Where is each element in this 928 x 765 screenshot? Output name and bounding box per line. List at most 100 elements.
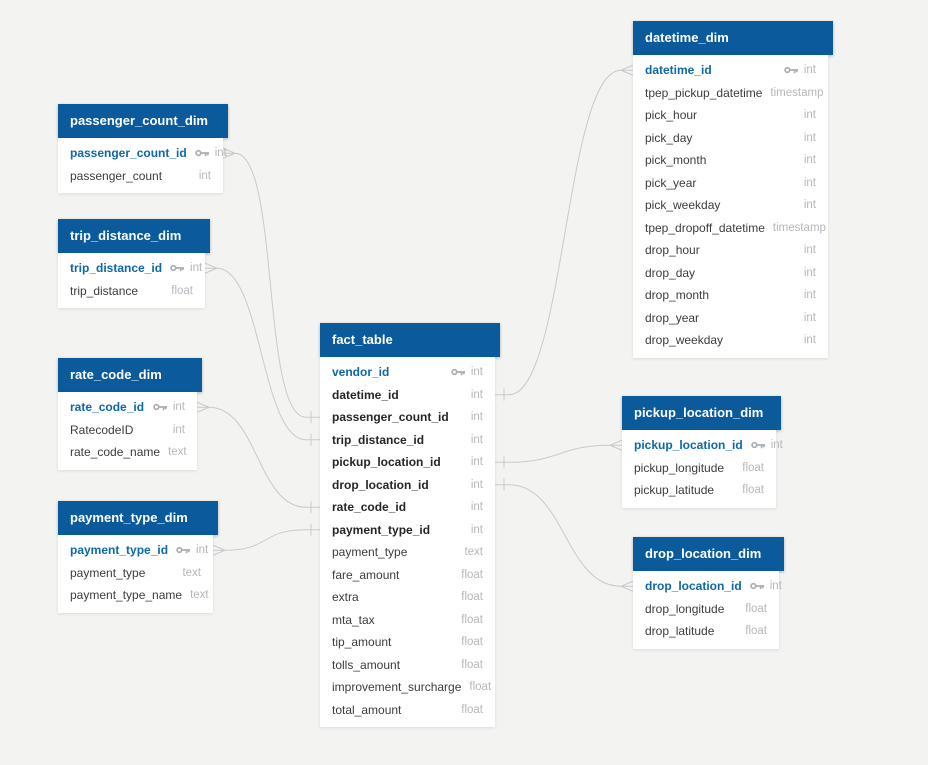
- field-type: int: [803, 244, 816, 257]
- field-row-drop_location_id: drop_location_id int: [320, 474, 495, 497]
- field-row-pickup_location_id: pickup_location_id int: [320, 451, 495, 474]
- field-type: int: [470, 478, 483, 491]
- field-type: int: [769, 580, 782, 593]
- table-drop_location_dim[interactable]: drop_location_dim drop_location_id int drop…: [633, 537, 784, 649]
- field-type: int: [803, 334, 816, 347]
- table-title[interactable]: rate_code_dim: [58, 358, 202, 392]
- table-fact_table[interactable]: fact_table vendor_id int datetime_id int pass…: [320, 323, 500, 727]
- field-name: rate_code_id: [70, 400, 145, 415]
- field-name: pick_month: [645, 153, 707, 168]
- primary-key-icon: [749, 581, 765, 591]
- table-title[interactable]: trip_distance_dim: [58, 219, 210, 253]
- field-name: datetime_id: [332, 387, 399, 402]
- field-row-drop_year: drop_year int: [633, 307, 828, 330]
- relationship-line-fact-pickup-location: [508, 444, 611, 463]
- relationship-line-fact-payment-type: [224, 529, 307, 551]
- field-name: drop_hour: [645, 243, 700, 258]
- field-name: vendor_id: [332, 365, 390, 380]
- field-name: tpep_pickup_datetime: [645, 85, 763, 100]
- field-name: pickup_location_id: [332, 455, 441, 470]
- field-row-trip_distance_id: trip_distance_id int: [320, 429, 495, 452]
- table-title[interactable]: passenger_count_dim: [58, 104, 228, 138]
- field-name: drop_month: [645, 288, 710, 303]
- field-name: drop_location_id: [332, 477, 429, 492]
- table-pickup_location_dim[interactable]: pickup_location_dim pickup_location_id int…: [622, 396, 783, 508]
- field-type: int: [470, 433, 483, 446]
- field-name: passenger_count_id: [70, 146, 187, 161]
- field-name: drop_longitude: [645, 601, 725, 616]
- primary-key-icon: [194, 148, 210, 158]
- primary-key-icon: [451, 367, 466, 377]
- field-name: payment_type_name: [70, 588, 183, 603]
- field-row-trip_distance: trip_distance float: [58, 280, 205, 303]
- field-type: text: [182, 566, 201, 579]
- field-type: int: [803, 289, 816, 302]
- field-name: pick_year: [645, 175, 697, 190]
- relationship-many-marker-fact-drop-location: [620, 580, 634, 592]
- field-name: datetime_id: [645, 63, 712, 78]
- field-name: trip_distance: [70, 283, 139, 298]
- table-title[interactable]: pickup_location_dim: [622, 396, 781, 430]
- field-row-drop_location_id: drop_location_id int: [633, 575, 782, 598]
- field-type: int: [803, 176, 816, 189]
- field-row-tpep_dropoff_datetime: tpep_dropoff_datetime timestamp: [633, 217, 828, 240]
- field-type: text: [464, 546, 483, 559]
- field-type: int: [470, 388, 483, 401]
- table-title[interactable]: fact_table: [320, 323, 500, 357]
- field-row-drop_latitude: drop_latitude float: [633, 620, 779, 643]
- field-name: payment_type_id: [70, 543, 169, 558]
- field-row-passenger_count_id: passenger_count_id int: [58, 142, 227, 165]
- field-row-drop_month: drop_month int: [633, 284, 828, 307]
- table-trip_distance_dim[interactable]: trip_distance_dim trip_distance_id int trip…: [58, 219, 210, 308]
- table-rate_code_dim[interactable]: rate_code_dim rate_code_id int RatecodeID in…: [58, 358, 202, 470]
- field-type: int: [470, 501, 483, 514]
- field-row-fare_amount: fare_amount float: [320, 564, 495, 587]
- table-body: datetime_id int tpep_pickup_datetime timest…: [633, 55, 828, 358]
- table-title[interactable]: payment_type_dim: [58, 501, 218, 535]
- field-name: extra: [332, 590, 359, 605]
- field-row-extra: extra float: [320, 586, 495, 609]
- field-row-improvement_surcharge: improvement_surcharge float: [320, 676, 495, 699]
- field-name: tip_amount: [332, 635, 392, 650]
- field-name: improvement_surcharge: [332, 680, 462, 695]
- field-name: rate_code_id: [332, 500, 407, 515]
- field-type: int: [172, 423, 185, 436]
- field-row-drop_weekday: drop_weekday int: [633, 329, 828, 352]
- primary-key-icon: [176, 545, 191, 555]
- table-payment_type_dim[interactable]: payment_type_dim payment_type_id int paymen…: [58, 501, 218, 613]
- field-row-tpep_pickup_datetime: tpep_pickup_datetime timestamp: [633, 82, 828, 105]
- field-row-vendor_id: vendor_id int: [320, 361, 495, 384]
- field-row-drop_longitude: drop_longitude float: [633, 598, 779, 621]
- field-name: mta_tax: [332, 612, 375, 627]
- field-type: int: [770, 439, 783, 452]
- field-name: pickup_location_id: [634, 438, 743, 453]
- field-row-datetime_id: datetime_id int: [320, 384, 495, 407]
- field-type: int: [196, 544, 209, 557]
- field-type: timestamp: [772, 221, 826, 234]
- field-name: RatecodeID: [70, 422, 134, 437]
- field-type: float: [745, 602, 767, 615]
- field-row-tolls_amount: tolls_amount float: [320, 654, 495, 677]
- table-passenger_count_dim[interactable]: passenger_count_dim passenger_count_id int…: [58, 104, 228, 193]
- field-name: payment_type: [70, 565, 146, 580]
- primary-key-icon: [153, 402, 168, 412]
- field-name: passenger_count_id: [332, 410, 449, 425]
- table-title[interactable]: datetime_dim: [633, 21, 833, 55]
- field-name: passenger_count: [70, 168, 163, 183]
- field-row-pickup_latitude: pickup_latitude float: [622, 479, 776, 502]
- table-title[interactable]: drop_location_dim: [633, 537, 784, 571]
- field-row-pickup_location_id: pickup_location_id int: [622, 434, 783, 457]
- field-type: int: [803, 131, 816, 144]
- field-row-payment_type: payment_type text: [58, 562, 213, 585]
- field-type: float: [745, 625, 767, 638]
- field-name: rate_code_name: [70, 445, 161, 460]
- field-name: drop_latitude: [645, 624, 715, 639]
- field-type: int: [803, 199, 816, 212]
- field-type: float: [461, 636, 483, 649]
- field-type: int: [803, 154, 816, 167]
- relationship-many-marker-fact-pickup-location: [609, 439, 623, 451]
- field-row-drop_day: drop_day int: [633, 262, 828, 285]
